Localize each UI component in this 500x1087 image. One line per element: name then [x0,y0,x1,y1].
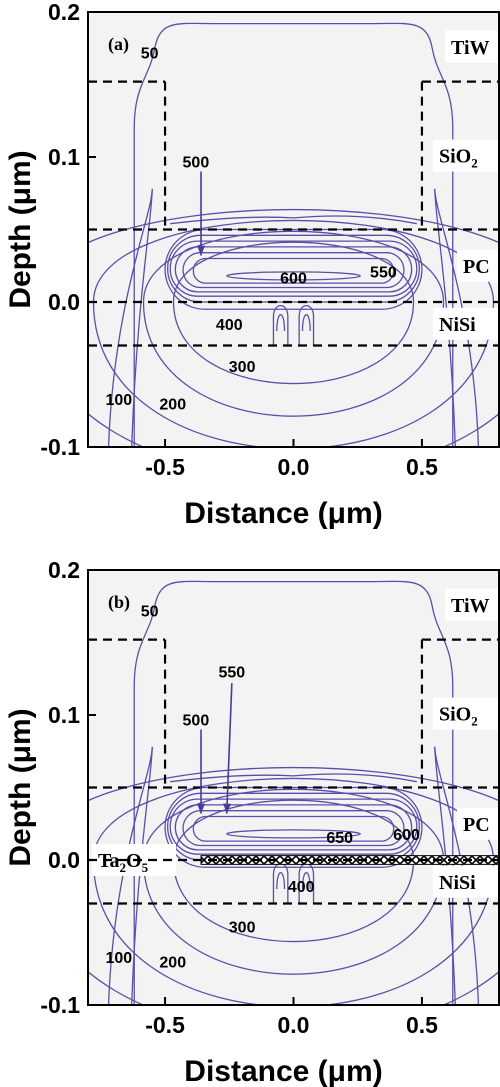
contour-electrode-edge [170,215,417,225]
contour-label-100: 100 [105,392,132,409]
contour-inner-1 [166,234,421,303]
contour-band-400 [172,241,415,385]
contour-spike-inner-1 [301,314,311,332]
contour-spike-1 [298,304,315,346]
contour-label-50: 50 [141,604,159,621]
layer-label-pc: PC [463,814,490,836]
contour-side-right-0 [434,188,480,447]
contour-inner-5 [192,257,395,284]
contour-inner-3 [174,246,413,293]
contour-inner-2 [169,798,418,855]
contour-label-300: 300 [229,920,256,937]
y-axis-title: Depth (μm) [4,708,37,866]
layer-label-box [433,697,499,730]
contour-spike-inner-0 [276,314,286,332]
contour-label-100: 100 [105,950,132,967]
contour-electrode-edge [170,773,417,783]
contour-side-right-1 [434,188,456,447]
panel-label: (a) [108,34,129,55]
contour-inner-0 [164,228,423,310]
contour-label-200: 200 [159,955,186,972]
contour-spike-inner-0 [276,872,286,890]
contour-label-500: 500 [183,712,210,729]
contour-band-100 [88,208,499,447]
contour-label-500: 500 [183,154,210,171]
contour-band-100 [88,766,499,1005]
y-tick-label: 0.0 [48,289,80,315]
contour-side-left-0 [107,746,153,1005]
contour-band-300 [142,230,445,417]
x-tick-label: -0.5 [145,454,185,480]
annotation-arrow [225,683,233,814]
contour-label-300: 300 [229,359,256,376]
y-tick-label: -0.1 [40,434,80,460]
contour-label-550: 550 [370,265,397,282]
layer-label-tiw: TiW [451,595,490,617]
contour-side-left-1 [131,188,153,447]
x-tick-label: -0.5 [145,1012,185,1038]
contour-label-400: 400 [216,317,243,334]
layer-label-box [445,30,499,63]
contour-inner-5 [192,815,395,842]
x-tick-label: 0.0 [278,1012,310,1038]
y-tick-label: 0.1 [48,702,80,728]
layer-label-box [457,249,499,282]
y-tick-label: 0.0 [48,847,80,873]
layer-label-pc: PC [463,256,490,278]
contour-label-550: 550 [218,665,245,682]
contour-core [226,271,361,281]
annotation-arrowhead [197,245,206,256]
contour-label-400: 400 [288,879,315,896]
x-tick-label: 0.5 [406,1012,438,1038]
contour-50 [133,22,454,447]
y-tick-label: 0.1 [48,144,80,170]
layer-label-box [433,139,499,172]
contour-label-600: 600 [393,827,420,844]
contour-side-right-0 [434,746,480,1005]
contour-inner-2 [169,240,418,297]
contour-inner-4 [182,252,405,289]
annotation-arrowhead [197,803,206,814]
layer-label-nisi: NiSi [439,872,476,894]
x-axis-title: Distance (μm) [184,497,382,530]
x-tick-label: 0.5 [406,454,438,480]
contour-label-50: 50 [141,46,159,63]
y-tick-label: 0.2 [48,557,80,583]
contour-inner-4 [182,810,405,847]
x-tick-label: 0.0 [278,454,310,480]
contour-spike-0 [272,304,289,346]
layer-label-tiw: TiW [451,37,490,59]
layer-label-nisi: NiSi [439,314,476,336]
contour-label-650: 650 [326,830,353,847]
x-axis-title: Distance (μm) [184,1055,382,1087]
contour-side-left-1 [131,746,153,1005]
layer-label-box [433,865,499,898]
layer-label-box [445,588,499,621]
y-axis-title: Depth (μm) [4,150,37,308]
contour-spike-inner-1 [301,872,311,890]
layer-label-box [457,807,499,840]
contour-side-left-0 [107,188,153,447]
contour-inner-3 [174,804,413,851]
y-tick-label: 0.2 [48,0,80,25]
contour-50 [133,580,454,1005]
layer-label-ta2o5: Ta2O5 [98,850,149,875]
contour-core [226,829,361,839]
y-tick-label: -0.1 [40,992,80,1018]
annotation-arrowhead [223,803,232,814]
contour-label-200: 200 [159,397,186,414]
layer-label-box [433,307,499,340]
contour-side-right-1 [434,746,456,1005]
panel-label: (b) [108,592,130,613]
contour-inner-0 [164,786,423,868]
contour-label-600: 600 [280,270,307,287]
